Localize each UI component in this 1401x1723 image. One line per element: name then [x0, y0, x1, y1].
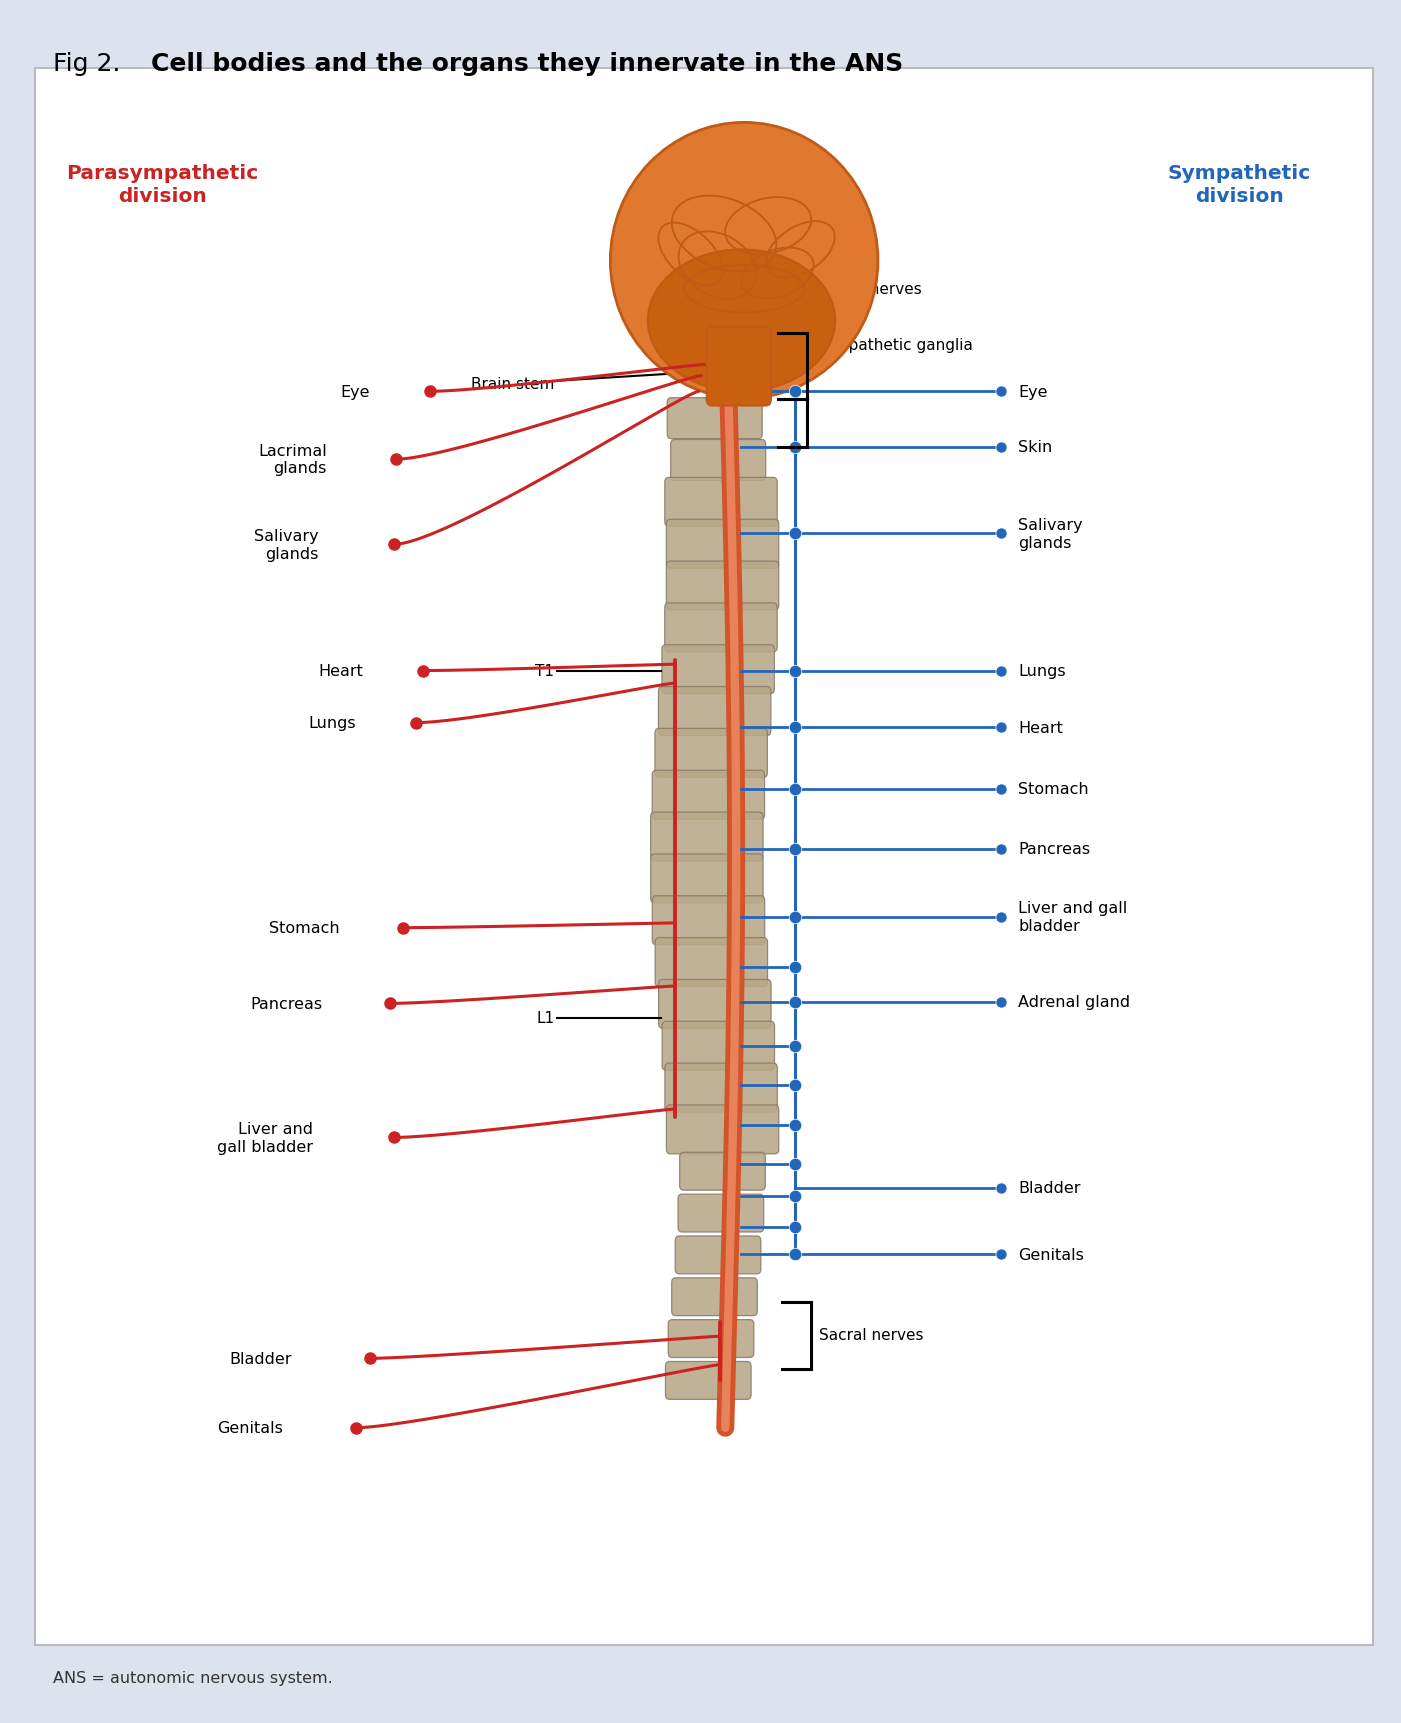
FancyBboxPatch shape — [667, 1104, 779, 1154]
FancyBboxPatch shape — [665, 477, 778, 527]
Ellipse shape — [647, 250, 835, 393]
FancyBboxPatch shape — [650, 855, 764, 903]
FancyBboxPatch shape — [650, 813, 764, 862]
Text: Liver and
gall bladder: Liver and gall bladder — [217, 1122, 314, 1154]
Text: Cell bodies and the organs they innervate in the ANS: Cell bodies and the organs they innervat… — [151, 52, 904, 76]
FancyBboxPatch shape — [661, 646, 775, 694]
Text: Genitals: Genitals — [1019, 1247, 1084, 1261]
FancyBboxPatch shape — [665, 1361, 751, 1399]
FancyBboxPatch shape — [668, 1320, 754, 1358]
Text: Heart: Heart — [318, 663, 363, 679]
Text: T1: T1 — [535, 663, 555, 679]
Text: Lungs: Lungs — [1019, 663, 1066, 679]
Text: Lungs: Lungs — [308, 715, 356, 731]
FancyBboxPatch shape — [663, 1022, 775, 1070]
FancyBboxPatch shape — [706, 327, 771, 407]
FancyBboxPatch shape — [656, 937, 768, 987]
Text: ANS = autonomic nervous system.: ANS = autonomic nervous system. — [53, 1670, 333, 1685]
Text: Sympathetic
division: Sympathetic division — [1167, 164, 1311, 207]
Text: Pancreas: Pancreas — [251, 996, 322, 1011]
Text: Sympathetic ganglia: Sympathetic ganglia — [815, 338, 972, 351]
Text: Heart: Heart — [1019, 720, 1063, 736]
FancyBboxPatch shape — [667, 520, 779, 569]
Text: Salivary
glands: Salivary glands — [254, 529, 318, 562]
Text: Eye: Eye — [1019, 384, 1048, 400]
Text: Bladder: Bladder — [1019, 1180, 1082, 1196]
Text: Genitals: Genitals — [217, 1420, 283, 1435]
Text: Sacral nerves: Sacral nerves — [820, 1327, 923, 1342]
FancyBboxPatch shape — [665, 1063, 778, 1113]
FancyBboxPatch shape — [664, 603, 778, 653]
Text: Adrenal gland: Adrenal gland — [1019, 994, 1131, 1010]
FancyBboxPatch shape — [671, 1278, 758, 1316]
Text: Lacrimal
glands: Lacrimal glands — [258, 445, 326, 476]
Text: Pancreas: Pancreas — [1019, 843, 1090, 856]
Text: Fig 2.: Fig 2. — [53, 52, 129, 76]
FancyBboxPatch shape — [35, 69, 1373, 1645]
FancyBboxPatch shape — [678, 1194, 764, 1232]
Text: Skin: Skin — [1019, 439, 1052, 455]
FancyBboxPatch shape — [667, 398, 762, 439]
Ellipse shape — [611, 124, 878, 400]
FancyBboxPatch shape — [679, 1153, 765, 1191]
Text: Stomach: Stomach — [1019, 782, 1089, 798]
FancyBboxPatch shape — [658, 980, 771, 1029]
FancyBboxPatch shape — [667, 562, 779, 610]
Text: Salivary
glands: Salivary glands — [1019, 519, 1083, 550]
FancyBboxPatch shape — [658, 687, 771, 736]
Text: Cranial nerves: Cranial nerves — [808, 283, 922, 365]
Text: Stomach: Stomach — [269, 920, 340, 936]
Text: Brain stem: Brain stem — [471, 372, 715, 391]
FancyBboxPatch shape — [671, 441, 766, 481]
FancyBboxPatch shape — [653, 770, 765, 820]
Text: Parasympathetic
division: Parasympathetic division — [66, 164, 258, 207]
FancyBboxPatch shape — [654, 729, 768, 777]
Text: L1: L1 — [537, 1010, 555, 1025]
FancyBboxPatch shape — [675, 1235, 761, 1273]
Text: Bladder: Bladder — [230, 1351, 291, 1366]
FancyBboxPatch shape — [653, 896, 765, 946]
Text: Eye: Eye — [340, 384, 370, 400]
Text: Liver and gall
bladder: Liver and gall bladder — [1019, 901, 1128, 934]
